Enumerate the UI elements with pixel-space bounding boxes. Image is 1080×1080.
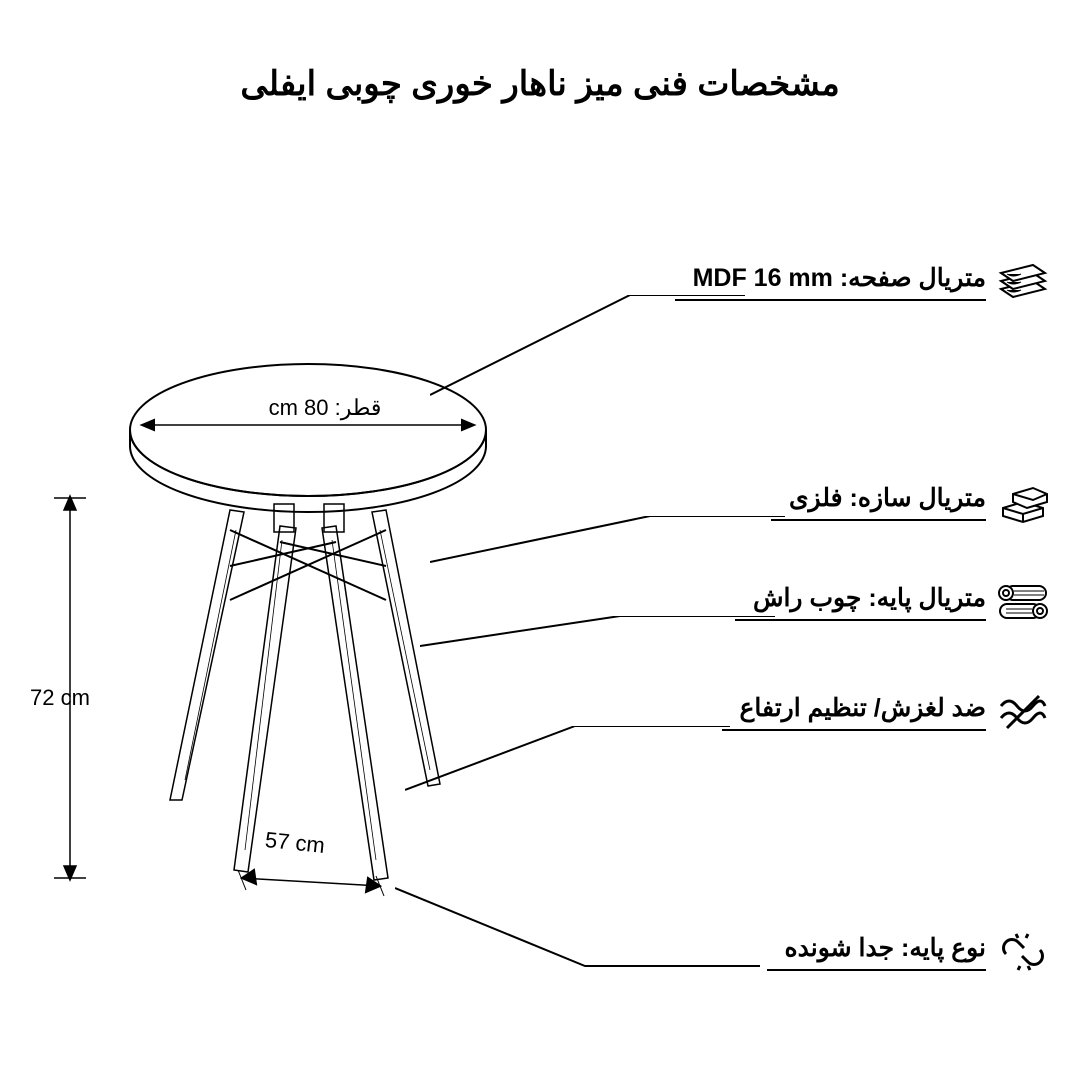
spec-value: MDF 16 mm [693,264,833,292]
leader-4 [405,726,735,806]
mdf-boards-icon [996,255,1050,309]
spec-value: فلزی [789,484,843,512]
spec-label: متریال پایه: [868,584,986,612]
spec-label: متریال سازه: [850,484,986,512]
spec-value: جدا شونده [785,934,895,962]
spec-leg-material: متریال پایه: چوب راش [735,575,1050,629]
detachable-link-icon [996,925,1050,979]
leader-5 [395,880,765,970]
spec-structure-material: متریال سازه: فلزی [771,475,1050,529]
anti-slip-icon [996,685,1050,739]
wood-logs-icon [996,575,1050,629]
spec-antislip: ضد لغزش/ تنظیم ارتفاع [722,685,1050,739]
spec-leg-type: نوع پایه: جدا شونده [767,925,1050,979]
spec-value: چوب راش [753,584,861,612]
spec-antislip-text: ضد لغزش/ تنظیم ارتفاع [722,693,986,731]
spec-leg-type-text: نوع پایه: جدا شونده [767,933,986,971]
spec-value: ضد لغزش/ تنظیم ارتفاع [740,694,986,722]
leader-1 [430,295,750,415]
height-label: 72 cm [30,685,90,711]
diameter-label: قطر: 80 cm [225,395,425,421]
spec-label: نوع پایه: [901,934,986,962]
spec-label: متریال صفحه: [840,264,986,292]
spec-structure-text: متریال سازه: فلزی [771,483,986,521]
leader-2 [430,516,790,576]
page-title: مشخصات فنی میز ناهار خوری چوبی ایفلی [0,64,1080,104]
metal-bars-icon [996,475,1050,529]
leader-3 [420,616,780,656]
